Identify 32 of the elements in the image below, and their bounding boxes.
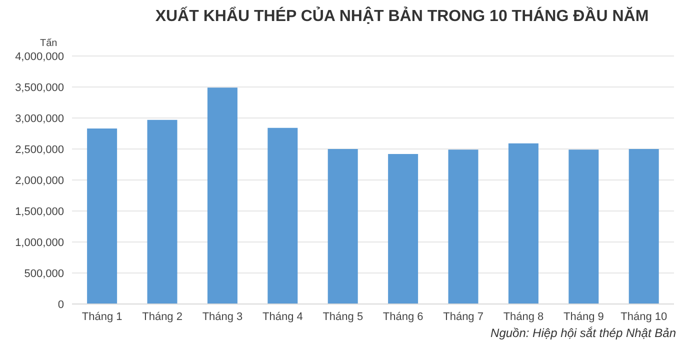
y-axis-title: Tấn [40,38,58,49]
x-tick-label: Tháng 9 [564,310,604,323]
x-tick-label: Tháng 5 [322,310,364,323]
x-tick-label: Tháng 3 [202,310,243,323]
bar [568,150,599,304]
x-tick-label: Tháng 4 [262,310,303,323]
bar [147,120,178,304]
bar [508,143,538,304]
y-tick-label: 4,000,000 [15,50,64,63]
x-tick-label: Tháng 7 [443,310,484,323]
x-tick-label: Tháng 10 [620,310,668,323]
bar [87,128,118,304]
y-tick-label: 0 [58,298,64,311]
chart-title: XUẤT KHẨU THÉP CỦA NHẬT BẢN TRONG 10 THÁNG ĐẦU NĂM [154,8,650,26]
bar [207,88,238,304]
x-tick-label: Tháng 6 [382,310,424,323]
y-tick-label: 1,500,000 [15,206,64,218]
y-tick-label: 3,000,000 [15,112,64,125]
y-tick-label: 2,000,000 [15,174,64,187]
y-tick-label: 2,500,000 [15,144,64,156]
text: Nguồn: Hiệp hội sắt thép Nhật Bản [490,326,676,340]
x-tick-label: Tháng 8 [503,310,544,323]
bar [328,149,358,304]
x-tick-label: Tháng 2 [142,310,182,323]
bar [448,150,478,304]
bar [268,128,298,304]
y-tick-label: 500,000 [24,268,64,280]
y-tick-label: 1,000,000 [15,236,64,249]
x-tick-label: Tháng 1 [82,310,122,323]
bar [628,149,659,304]
y-tick-label: 3,500,000 [15,82,64,94]
bar [388,154,418,304]
